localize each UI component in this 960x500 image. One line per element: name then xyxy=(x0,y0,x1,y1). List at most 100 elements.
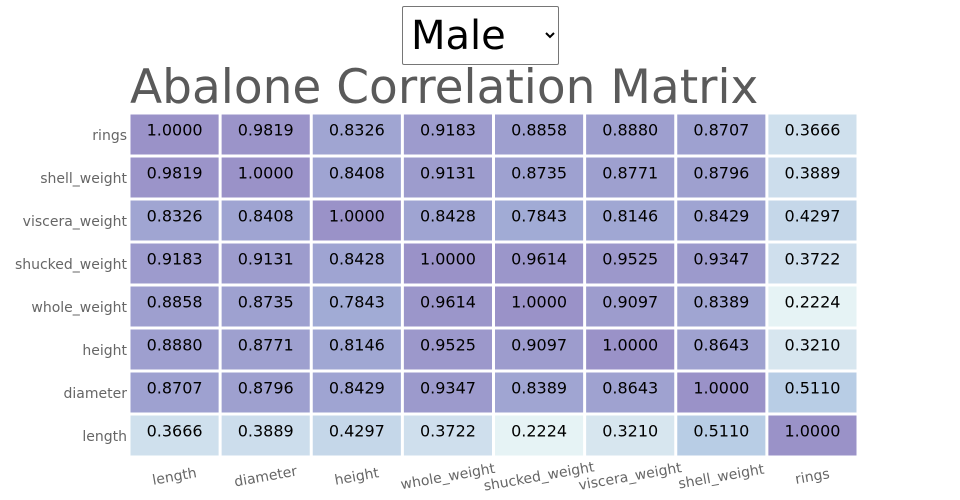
cell-value-label: 0.9347 xyxy=(693,250,749,269)
sex-filter-dropdown[interactable]: Male xyxy=(402,6,559,65)
heatmap-cell xyxy=(768,286,857,327)
heatmap-cell xyxy=(677,286,766,327)
heatmap-cell xyxy=(130,329,219,370)
heatmap-cell xyxy=(768,157,857,198)
heatmap-cell xyxy=(403,415,492,456)
heatmap-cell xyxy=(221,114,310,155)
y-axis-label: height xyxy=(82,343,127,359)
cell-value-label: 0.2224 xyxy=(511,422,567,441)
heatmap-cell xyxy=(586,415,675,456)
heatmap-cell xyxy=(130,114,219,155)
cell-value-label: 0.5110 xyxy=(784,379,840,398)
cell-value-label: 0.8389 xyxy=(693,293,749,312)
heatmap-cell xyxy=(403,243,492,284)
cell-value-label: 0.9614 xyxy=(511,250,567,269)
cell-value-label: 0.9819 xyxy=(238,121,294,140)
heatmap-cell xyxy=(403,200,492,241)
y-axis-label: length xyxy=(82,429,127,445)
heatmap-cell xyxy=(312,329,401,370)
heatmap-cell xyxy=(403,114,492,155)
x-axis-label: height xyxy=(333,465,380,489)
heatmap-cell xyxy=(677,372,766,413)
heatmap-cell xyxy=(130,415,219,456)
heatmap-cell xyxy=(586,114,675,155)
cell-value-label: 1.0000 xyxy=(238,164,294,183)
cell-value-label: 0.9097 xyxy=(602,293,658,312)
x-axis-label: shell_weight xyxy=(677,462,766,493)
cell-value-label: 0.8389 xyxy=(511,379,567,398)
heatmap-cell xyxy=(403,329,492,370)
cell-value-label: 0.8408 xyxy=(329,164,385,183)
heatmap-cell xyxy=(403,372,492,413)
cell-value-label: 0.8707 xyxy=(693,121,749,140)
heatmap-cell xyxy=(130,157,219,198)
heatmap-cell xyxy=(221,286,310,327)
cell-value-label: 0.9819 xyxy=(147,164,203,183)
heatmap-cell xyxy=(312,286,401,327)
cell-value-label: 0.3666 xyxy=(147,422,203,441)
heatmap-cell xyxy=(768,243,857,284)
heatmap-cell xyxy=(312,200,401,241)
cell-value-label: 0.3210 xyxy=(602,422,658,441)
cell-value-label: 0.8880 xyxy=(147,336,203,355)
heatmap-cell xyxy=(495,415,584,456)
heatmap-cell xyxy=(221,243,310,284)
cell-value-label: 0.9525 xyxy=(602,250,658,269)
cell-value-label: 0.8771 xyxy=(238,336,294,355)
heatmap-cell xyxy=(677,157,766,198)
cell-value-label: 0.8735 xyxy=(511,164,567,183)
heatmap-cell xyxy=(495,329,584,370)
heatmap-cell xyxy=(768,415,857,456)
cell-value-label: 0.2224 xyxy=(784,293,840,312)
cell-value-label: 0.9131 xyxy=(238,250,294,269)
y-axis-label: rings xyxy=(92,128,127,144)
cell-value-label: 0.8858 xyxy=(147,293,203,312)
cell-value-label: 0.9525 xyxy=(420,336,476,355)
cell-value-label: 1.0000 xyxy=(329,207,385,226)
heatmap-cell xyxy=(677,243,766,284)
heatmap-cell xyxy=(312,415,401,456)
heatmap-cell xyxy=(403,157,492,198)
cell-value-label: 0.8796 xyxy=(238,379,294,398)
cell-value-label: 0.4297 xyxy=(784,207,840,226)
heatmap-cell xyxy=(130,243,219,284)
cell-value-label: 0.5110 xyxy=(693,422,749,441)
cell-value-label: 0.8771 xyxy=(602,164,658,183)
heatmap-cell xyxy=(586,329,675,370)
heatmap-cell xyxy=(221,157,310,198)
y-axis-label: shell_weight xyxy=(40,171,127,187)
heatmap-cell xyxy=(586,200,675,241)
heatmap-cell xyxy=(677,114,766,155)
cell-value-label: 0.8858 xyxy=(511,121,567,140)
cell-value-label: 0.8429 xyxy=(329,379,385,398)
cell-value-label: 0.3889 xyxy=(238,422,294,441)
cell-value-label: 0.4297 xyxy=(329,422,385,441)
y-axis-label: diameter xyxy=(64,386,128,402)
heatmap-cell xyxy=(768,329,857,370)
cell-value-label: 0.8428 xyxy=(329,250,385,269)
cell-value-label: 0.8796 xyxy=(693,164,749,183)
heatmap-cell xyxy=(768,114,857,155)
cell-value-label: 0.9131 xyxy=(420,164,476,183)
cell-value-label: 0.8408 xyxy=(238,207,294,226)
heatmap-cell xyxy=(495,372,584,413)
heatmap-cell xyxy=(586,157,675,198)
heatmap-cell xyxy=(677,329,766,370)
cell-value-label: 0.8146 xyxy=(602,207,658,226)
cell-value-label: 0.8428 xyxy=(420,207,476,226)
heatmap-cell xyxy=(586,243,675,284)
heatmap-cell xyxy=(495,286,584,327)
cell-value-label: 0.8326 xyxy=(329,121,385,140)
heatmap-cell xyxy=(677,415,766,456)
cell-value-label: 0.7843 xyxy=(511,207,567,226)
heatmap-cell xyxy=(495,200,584,241)
cell-value-label: 0.3210 xyxy=(784,336,840,355)
cell-value-label: 0.7843 xyxy=(329,293,385,312)
cell-value-label: 0.9183 xyxy=(420,121,476,140)
heatmap-cell xyxy=(130,200,219,241)
x-axis-label: rings xyxy=(794,466,831,488)
cell-value-label: 1.0000 xyxy=(784,422,840,441)
cell-value-label: 0.8735 xyxy=(238,293,294,312)
x-axis-label: length xyxy=(151,465,198,489)
